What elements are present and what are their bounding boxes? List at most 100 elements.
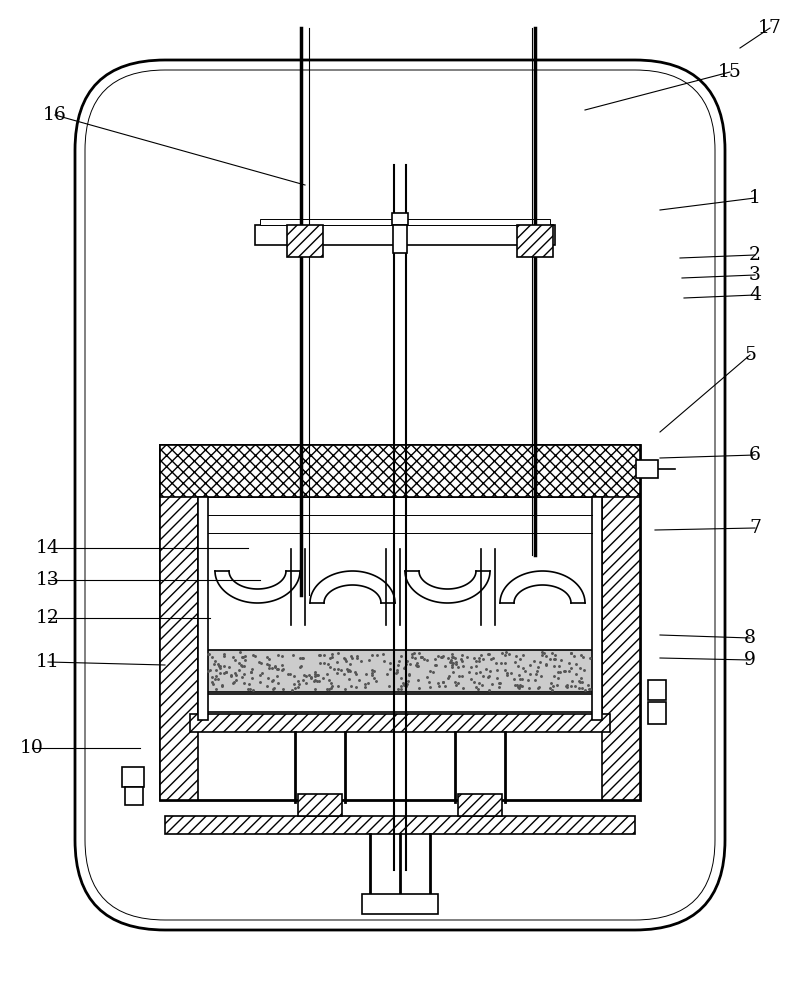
Point (277, 661, 290, 677)
Point (472, 681, 485, 697)
Point (547, 658, 560, 674)
Point (465, 659, 478, 675)
Point (213, 658, 226, 674)
Point (239, 652, 252, 668)
Point (360, 666, 373, 682)
Point (234, 644, 246, 660)
Text: 12: 12 (36, 609, 60, 627)
Bar (287, 225, 323, 257)
Point (482, 669, 494, 685)
Point (323, 650, 336, 666)
Text: 13: 13 (36, 571, 60, 589)
Point (324, 659, 337, 675)
Point (323, 681, 336, 697)
Point (234, 657, 247, 673)
Point (569, 678, 582, 694)
Point (287, 668, 300, 684)
Point (573, 680, 586, 696)
Point (328, 661, 341, 677)
Bar (458, 794, 502, 816)
Point (228, 665, 241, 681)
Point (565, 645, 578, 661)
Point (494, 675, 506, 691)
Point (330, 665, 343, 681)
Point (262, 651, 275, 667)
Point (518, 663, 531, 679)
Point (561, 677, 574, 693)
Point (308, 672, 321, 688)
Point (438, 678, 451, 694)
Point (205, 669, 218, 685)
Point (366, 666, 379, 682)
Point (297, 672, 310, 688)
Point (470, 653, 483, 669)
Point (322, 656, 334, 672)
Point (247, 647, 260, 663)
Point (437, 674, 450, 690)
Point (298, 667, 310, 683)
Point (584, 650, 597, 666)
Point (309, 681, 322, 697)
Bar (636, 460, 658, 478)
Point (410, 658, 423, 674)
Point (558, 663, 571, 679)
Point (530, 663, 543, 679)
Point (202, 646, 215, 662)
Point (433, 679, 446, 695)
Bar (392, 213, 408, 225)
Point (230, 667, 243, 683)
Point (578, 682, 591, 698)
Point (407, 644, 420, 660)
Point (498, 655, 511, 671)
Point (394, 681, 407, 697)
Point (362, 652, 375, 668)
Point (392, 682, 405, 698)
Bar (592, 497, 602, 720)
Point (560, 678, 573, 694)
Point (202, 646, 214, 662)
Point (370, 673, 382, 689)
Point (527, 653, 540, 669)
Point (390, 664, 403, 680)
Point (435, 649, 448, 665)
Point (427, 664, 440, 680)
Point (214, 665, 226, 681)
Point (415, 649, 428, 665)
Point (482, 646, 495, 662)
Point (553, 658, 566, 674)
Point (545, 675, 558, 691)
Point (218, 648, 230, 664)
Point (544, 680, 557, 696)
Point (436, 648, 449, 664)
Point (582, 681, 595, 697)
Point (366, 662, 378, 678)
Point (449, 656, 462, 672)
Point (224, 668, 237, 684)
Point (452, 675, 465, 691)
Point (472, 650, 485, 666)
Point (276, 662, 289, 678)
Point (540, 648, 553, 664)
Point (410, 657, 422, 673)
Point (305, 670, 318, 686)
Point (275, 657, 288, 673)
Point (359, 679, 372, 695)
Bar (122, 767, 144, 787)
Point (350, 648, 363, 664)
Point (341, 661, 354, 677)
Point (482, 682, 495, 698)
Point (210, 662, 222, 678)
Point (395, 648, 408, 664)
Point (568, 648, 581, 664)
Point (286, 682, 298, 698)
Point (554, 664, 566, 680)
Point (474, 664, 486, 680)
Point (230, 672, 242, 688)
Point (402, 666, 415, 682)
Point (449, 650, 462, 666)
Point (209, 672, 222, 688)
Point (457, 680, 470, 696)
Point (421, 669, 434, 685)
Point (406, 646, 418, 662)
Point (260, 678, 273, 694)
